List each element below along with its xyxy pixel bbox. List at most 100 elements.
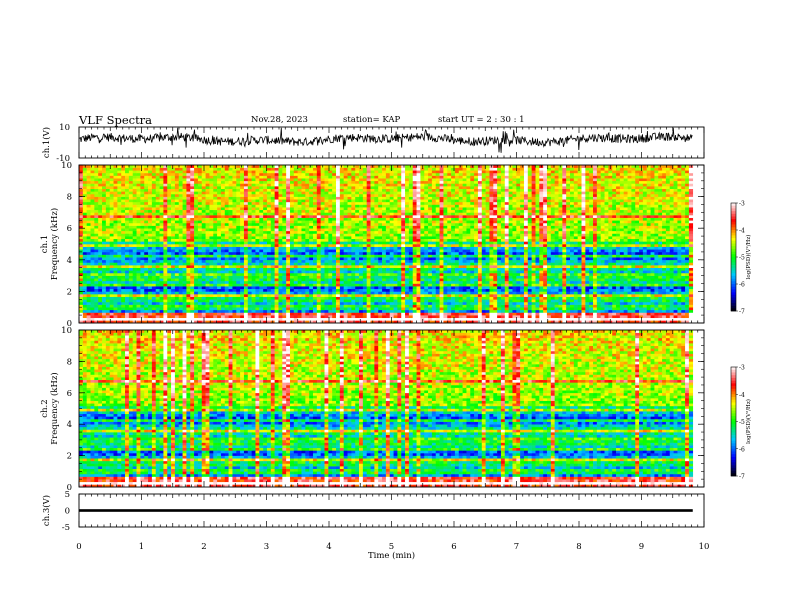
ch1-spectrogram-cell: [332, 297, 336, 300]
ch1-spectrogram-cell: [436, 281, 440, 284]
ch1-spectrogram-cell: [183, 297, 187, 300]
ch1-spectrogram-cell: [551, 302, 555, 305]
ch1-spectrogram-cell: [91, 315, 95, 318]
ch1-spectrogram-cell: [685, 299, 689, 302]
ch1-spectrogram-cell: [374, 260, 378, 263]
ch1-spectrogram-cell: [390, 297, 394, 300]
ch1-spectrogram-cell: [601, 315, 605, 318]
ch1-spectrogram-cell: [447, 297, 451, 300]
ch1-spectrogram-cell: [390, 284, 394, 287]
ch1-spectrogram-cell: [582, 257, 586, 260]
ch1-spectrogram-cell: [685, 249, 689, 252]
ch1-spectrogram-cell: [332, 260, 336, 263]
ch1-spectrogram-cell: [463, 312, 467, 315]
ch1-spectrogram-cell: [221, 252, 225, 255]
ch1-spectrogram-cell: [94, 291, 98, 294]
ch1-spectrogram-cell: [397, 302, 401, 305]
ch1-spectrogram-cell: [635, 297, 639, 300]
ch1-spectrogram-cell: [524, 247, 528, 250]
ch1-spectrogram-cell: [681, 307, 685, 310]
ch1-spectrogram-cell: [551, 278, 555, 281]
ch1-spectrogram-cell: [405, 268, 409, 271]
ch1-spectrogram-cell: [144, 265, 148, 268]
ch1-spectrogram-cell: [605, 247, 609, 250]
ch1-spectrogram-cell: [647, 249, 651, 252]
ch1-spectrogram-cell: [535, 268, 539, 271]
ch1-spectrogram-cell: [374, 281, 378, 284]
ch1-spectrogram-cell: [244, 262, 248, 265]
ch1-spectrogram-cell: [340, 270, 344, 273]
ch1-spectrogram-cell: [202, 284, 206, 287]
ch1-spectrogram-cell: [681, 260, 685, 263]
ch1-spectrogram-cell: [601, 284, 605, 287]
ch1-spectrogram-cell: [512, 312, 516, 315]
ch1-spectrogram-cell: [593, 310, 597, 313]
ch1-spectrogram-cell: [240, 260, 244, 263]
ch1-spectrogram-cell: [336, 268, 340, 271]
ch1-spectrogram-cell: [371, 291, 375, 294]
ch1-spectrogram-cell: [179, 310, 183, 313]
ch1-spectrogram-cell: [152, 260, 156, 263]
ch1-spectrogram-cell: [244, 281, 248, 284]
ch1-spectrogram-cell: [417, 249, 421, 252]
ch1-spectrogram-cell: [390, 273, 394, 276]
ch1-spectrogram-cell: [267, 289, 271, 292]
ch1-spectrogram-cell: [87, 244, 91, 247]
ch1-spectrogram-cell: [578, 291, 582, 294]
ch1-spectrogram-cell: [470, 294, 474, 297]
ch1-spectrogram-cell: [409, 291, 413, 294]
ch1-spectrogram-cell: [374, 273, 378, 276]
ch1-spectrogram-cell: [470, 297, 474, 300]
ch1-spectrogram-cell: [535, 305, 539, 308]
ch1-spectrogram-cell: [474, 270, 478, 273]
ch1-spectrogram-cell: [524, 302, 528, 305]
ch1-spectrogram-cell: [148, 252, 152, 255]
ch1-spectrogram-cell: [474, 257, 478, 260]
ch1-spectrogram-cell: [137, 244, 141, 247]
ch1-spectrogram-cell: [98, 318, 102, 321]
ch1-spectrogram-cell: [459, 255, 463, 258]
ch1-spectrogram-cell: [156, 249, 160, 252]
ch1-spectrogram-cell: [202, 305, 206, 308]
ch1-spectrogram-cell: [209, 299, 213, 302]
ch1-spectrogram-cell: [532, 310, 536, 313]
ch1-spectrogram-cell: [263, 270, 267, 273]
ch1-spectrogram-cell: [313, 297, 317, 300]
ch1-spectrogram-cell: [313, 249, 317, 252]
ch1-spectrogram-cell: [651, 299, 655, 302]
ch1-spectrogram-cell: [206, 252, 210, 255]
ch1-spectrogram-cell: [466, 268, 470, 271]
ch1-spectrogram-cell: [666, 312, 670, 315]
ch1-spectrogram-cell: [470, 270, 474, 273]
ch1-spectrogram-cell: [198, 318, 202, 321]
ch1-spectrogram-cell: [578, 289, 582, 292]
ch1-spectrogram-cell: [459, 268, 463, 271]
ch1-spectrogram-cell: [543, 305, 547, 308]
ch1-spectrogram-cell: [585, 291, 589, 294]
ch1-spectrogram-cell: [175, 302, 179, 305]
ch1-spectrogram-cell: [121, 255, 125, 258]
ch1-spectrogram-cell: [382, 241, 386, 244]
ch1-spectrogram-cell: [378, 255, 382, 258]
ch1-spectrogram-cell: [482, 289, 486, 292]
ch1-spectrogram-cell: [539, 244, 543, 247]
ch1-spectrogram-cell: [417, 252, 421, 255]
ch1-spectrogram-cell: [198, 268, 202, 271]
ch1-spectrogram-cell: [190, 302, 194, 305]
ch1-spectrogram-cell: [432, 257, 436, 260]
ch1-spectrogram-cell: [309, 310, 313, 313]
ch1-spectrogram-cell: [493, 305, 497, 308]
ch1-spectrogram-cell: [608, 276, 612, 279]
ch1-spectrogram-cell: [317, 286, 321, 289]
ch1-spectrogram-cell: [417, 276, 421, 279]
ch1-spectrogram-cell: [390, 291, 394, 294]
ch1-spectrogram-cell: [578, 299, 582, 302]
ch1-spectrogram-cell: [417, 265, 421, 268]
ch1-spectrogram-cell: [574, 281, 578, 284]
ch1-spectrogram-cell: [624, 270, 628, 273]
ch1-spectrogram-cell: [647, 302, 651, 305]
ch1-spectrogram-cell: [432, 299, 436, 302]
ch1-spectrogram-cell: [275, 278, 279, 281]
ch1-spectrogram-cell: [363, 249, 367, 252]
ch1-spectrogram-cell: [137, 252, 141, 255]
